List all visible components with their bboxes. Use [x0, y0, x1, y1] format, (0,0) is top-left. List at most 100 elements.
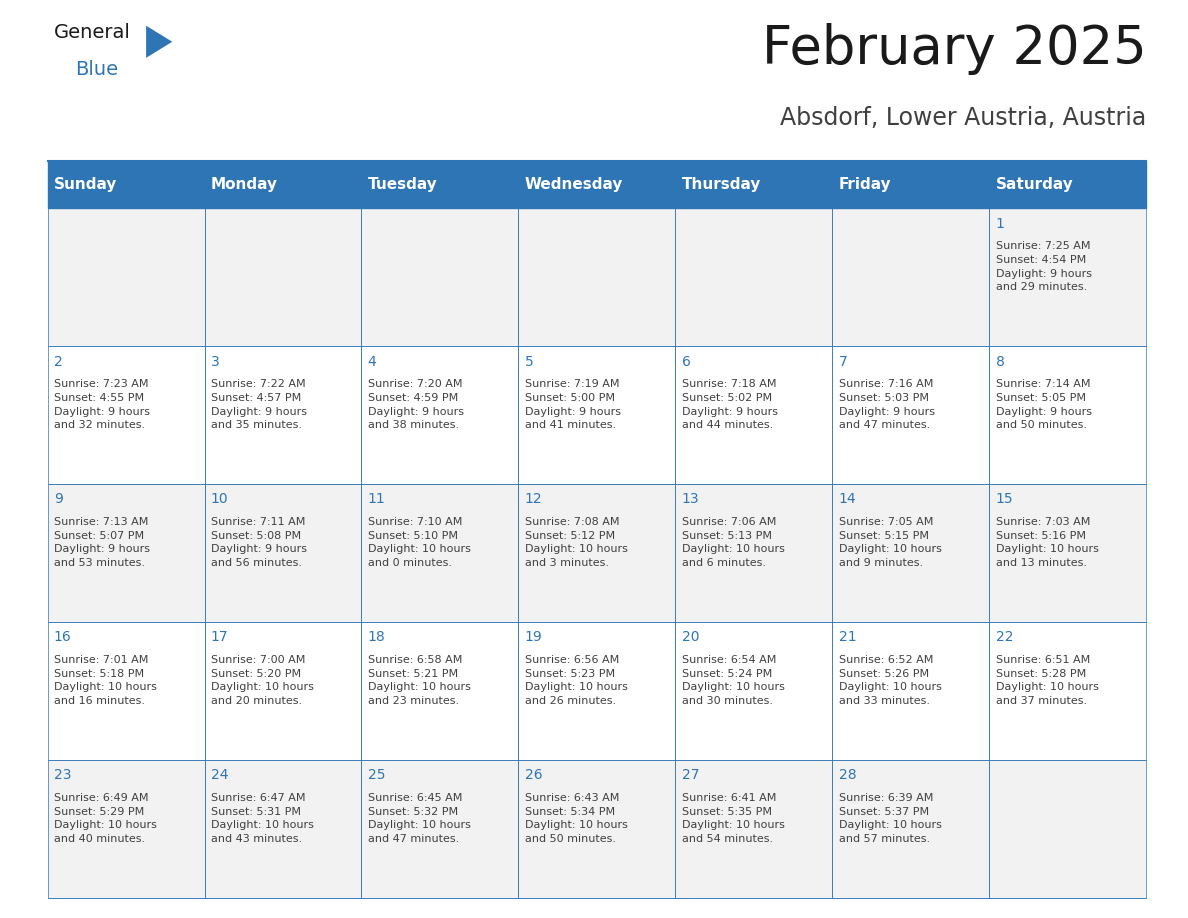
- Bar: [48, 161, 204, 208]
- Text: Sunrise: 7:18 AM
Sunset: 5:02 PM
Daylight: 9 hours
and 44 minutes.: Sunrise: 7:18 AM Sunset: 5:02 PM Dayligh…: [682, 379, 778, 431]
- Bar: [676, 622, 833, 760]
- Text: Blue: Blue: [75, 60, 118, 79]
- Bar: [204, 484, 361, 622]
- Bar: [48, 484, 204, 622]
- Bar: [204, 161, 361, 208]
- Text: 19: 19: [525, 631, 543, 644]
- Text: Saturday: Saturday: [996, 177, 1074, 192]
- Bar: [833, 208, 990, 346]
- Text: 10: 10: [210, 492, 228, 507]
- Text: 18: 18: [368, 631, 386, 644]
- Text: 6: 6: [682, 354, 690, 368]
- Bar: [361, 760, 518, 898]
- Bar: [361, 622, 518, 760]
- Text: Sunrise: 6:54 AM
Sunset: 5:24 PM
Daylight: 10 hours
and 30 minutes.: Sunrise: 6:54 AM Sunset: 5:24 PM Dayligh…: [682, 655, 784, 706]
- Text: Tuesday: Tuesday: [368, 177, 437, 192]
- Bar: [361, 346, 518, 484]
- Bar: [990, 484, 1146, 622]
- Bar: [518, 760, 676, 898]
- Bar: [204, 622, 361, 760]
- Text: General: General: [53, 23, 131, 42]
- Bar: [990, 622, 1146, 760]
- Bar: [204, 760, 361, 898]
- Bar: [204, 760, 361, 898]
- Bar: [990, 760, 1146, 898]
- Bar: [48, 161, 1146, 208]
- Bar: [204, 208, 361, 346]
- Text: Sunrise: 7:08 AM
Sunset: 5:12 PM
Daylight: 10 hours
and 3 minutes.: Sunrise: 7:08 AM Sunset: 5:12 PM Dayligh…: [525, 517, 627, 568]
- Text: 27: 27: [682, 768, 700, 782]
- Text: Sunrise: 7:20 AM
Sunset: 4:59 PM
Daylight: 9 hours
and 38 minutes.: Sunrise: 7:20 AM Sunset: 4:59 PM Dayligh…: [368, 379, 463, 431]
- Text: 15: 15: [996, 492, 1013, 507]
- Bar: [676, 484, 833, 622]
- Bar: [48, 346, 204, 484]
- Text: Sunrise: 7:06 AM
Sunset: 5:13 PM
Daylight: 10 hours
and 6 minutes.: Sunrise: 7:06 AM Sunset: 5:13 PM Dayligh…: [682, 517, 784, 568]
- Bar: [204, 346, 361, 484]
- Bar: [361, 760, 518, 898]
- Bar: [833, 161, 990, 208]
- Bar: [990, 484, 1146, 622]
- Text: 17: 17: [210, 631, 228, 644]
- Text: Wednesday: Wednesday: [525, 177, 624, 192]
- Bar: [361, 484, 518, 622]
- Text: Sunrise: 7:01 AM
Sunset: 5:18 PM
Daylight: 10 hours
and 16 minutes.: Sunrise: 7:01 AM Sunset: 5:18 PM Dayligh…: [53, 655, 157, 706]
- Text: Sunrise: 7:14 AM
Sunset: 5:05 PM
Daylight: 9 hours
and 50 minutes.: Sunrise: 7:14 AM Sunset: 5:05 PM Dayligh…: [996, 379, 1092, 431]
- Text: Sunrise: 7:05 AM
Sunset: 5:15 PM
Daylight: 10 hours
and 9 minutes.: Sunrise: 7:05 AM Sunset: 5:15 PM Dayligh…: [839, 517, 942, 568]
- Text: 28: 28: [839, 768, 857, 782]
- Bar: [204, 346, 361, 484]
- Bar: [676, 760, 833, 898]
- Bar: [990, 346, 1146, 484]
- Bar: [204, 622, 361, 760]
- Bar: [518, 622, 676, 760]
- Text: Sunday: Sunday: [53, 177, 118, 192]
- Text: Sunrise: 6:47 AM
Sunset: 5:31 PM
Daylight: 10 hours
and 43 minutes.: Sunrise: 6:47 AM Sunset: 5:31 PM Dayligh…: [210, 793, 314, 844]
- Text: Sunrise: 7:10 AM
Sunset: 5:10 PM
Daylight: 10 hours
and 0 minutes.: Sunrise: 7:10 AM Sunset: 5:10 PM Dayligh…: [368, 517, 470, 568]
- Text: Sunrise: 7:03 AM
Sunset: 5:16 PM
Daylight: 10 hours
and 13 minutes.: Sunrise: 7:03 AM Sunset: 5:16 PM Dayligh…: [996, 517, 1099, 568]
- Text: Sunrise: 6:39 AM
Sunset: 5:37 PM
Daylight: 10 hours
and 57 minutes.: Sunrise: 6:39 AM Sunset: 5:37 PM Dayligh…: [839, 793, 942, 844]
- Bar: [48, 760, 204, 898]
- Text: Sunrise: 7:16 AM
Sunset: 5:03 PM
Daylight: 9 hours
and 47 minutes.: Sunrise: 7:16 AM Sunset: 5:03 PM Dayligh…: [839, 379, 935, 431]
- Text: Sunrise: 7:25 AM
Sunset: 4:54 PM
Daylight: 9 hours
and 29 minutes.: Sunrise: 7:25 AM Sunset: 4:54 PM Dayligh…: [996, 241, 1092, 292]
- Bar: [48, 208, 204, 346]
- Text: 13: 13: [682, 492, 700, 507]
- Text: 24: 24: [210, 768, 228, 782]
- Text: Sunrise: 6:56 AM
Sunset: 5:23 PM
Daylight: 10 hours
and 26 minutes.: Sunrise: 6:56 AM Sunset: 5:23 PM Dayligh…: [525, 655, 627, 706]
- Text: Sunrise: 6:58 AM
Sunset: 5:21 PM
Daylight: 10 hours
and 23 minutes.: Sunrise: 6:58 AM Sunset: 5:21 PM Dayligh…: [368, 655, 470, 706]
- Text: Friday: Friday: [839, 177, 891, 192]
- Bar: [518, 484, 676, 622]
- Text: Sunrise: 6:51 AM
Sunset: 5:28 PM
Daylight: 10 hours
and 37 minutes.: Sunrise: 6:51 AM Sunset: 5:28 PM Dayligh…: [996, 655, 1099, 706]
- Text: Sunrise: 6:52 AM
Sunset: 5:26 PM
Daylight: 10 hours
and 33 minutes.: Sunrise: 6:52 AM Sunset: 5:26 PM Dayligh…: [839, 655, 942, 706]
- Bar: [833, 346, 990, 484]
- Text: Sunrise: 7:23 AM
Sunset: 4:55 PM
Daylight: 9 hours
and 32 minutes.: Sunrise: 7:23 AM Sunset: 4:55 PM Dayligh…: [53, 379, 150, 431]
- Bar: [361, 622, 518, 760]
- Bar: [990, 208, 1146, 346]
- Text: 11: 11: [368, 492, 386, 507]
- Text: 25: 25: [368, 768, 385, 782]
- Text: 5: 5: [525, 354, 533, 368]
- Text: Monday: Monday: [210, 177, 278, 192]
- Bar: [361, 346, 518, 484]
- Polygon shape: [146, 26, 172, 58]
- Text: Sunrise: 7:00 AM
Sunset: 5:20 PM
Daylight: 10 hours
and 20 minutes.: Sunrise: 7:00 AM Sunset: 5:20 PM Dayligh…: [210, 655, 314, 706]
- Bar: [361, 484, 518, 622]
- Bar: [518, 346, 676, 484]
- Text: 1: 1: [996, 217, 1005, 230]
- Text: Sunrise: 6:45 AM
Sunset: 5:32 PM
Daylight: 10 hours
and 47 minutes.: Sunrise: 6:45 AM Sunset: 5:32 PM Dayligh…: [368, 793, 470, 844]
- Text: 9: 9: [53, 492, 63, 507]
- Bar: [48, 622, 204, 760]
- Bar: [990, 346, 1146, 484]
- Bar: [48, 622, 204, 760]
- Bar: [518, 346, 676, 484]
- Text: Sunrise: 6:43 AM
Sunset: 5:34 PM
Daylight: 10 hours
and 50 minutes.: Sunrise: 6:43 AM Sunset: 5:34 PM Dayligh…: [525, 793, 627, 844]
- Bar: [676, 346, 833, 484]
- Text: Thursday: Thursday: [682, 177, 762, 192]
- Bar: [990, 760, 1146, 898]
- Bar: [833, 484, 990, 622]
- Bar: [676, 208, 833, 346]
- Bar: [676, 484, 833, 622]
- Bar: [48, 208, 204, 346]
- Text: 16: 16: [53, 631, 71, 644]
- Bar: [676, 346, 833, 484]
- Text: Sunrise: 7:13 AM
Sunset: 5:07 PM
Daylight: 9 hours
and 53 minutes.: Sunrise: 7:13 AM Sunset: 5:07 PM Dayligh…: [53, 517, 150, 568]
- Bar: [204, 484, 361, 622]
